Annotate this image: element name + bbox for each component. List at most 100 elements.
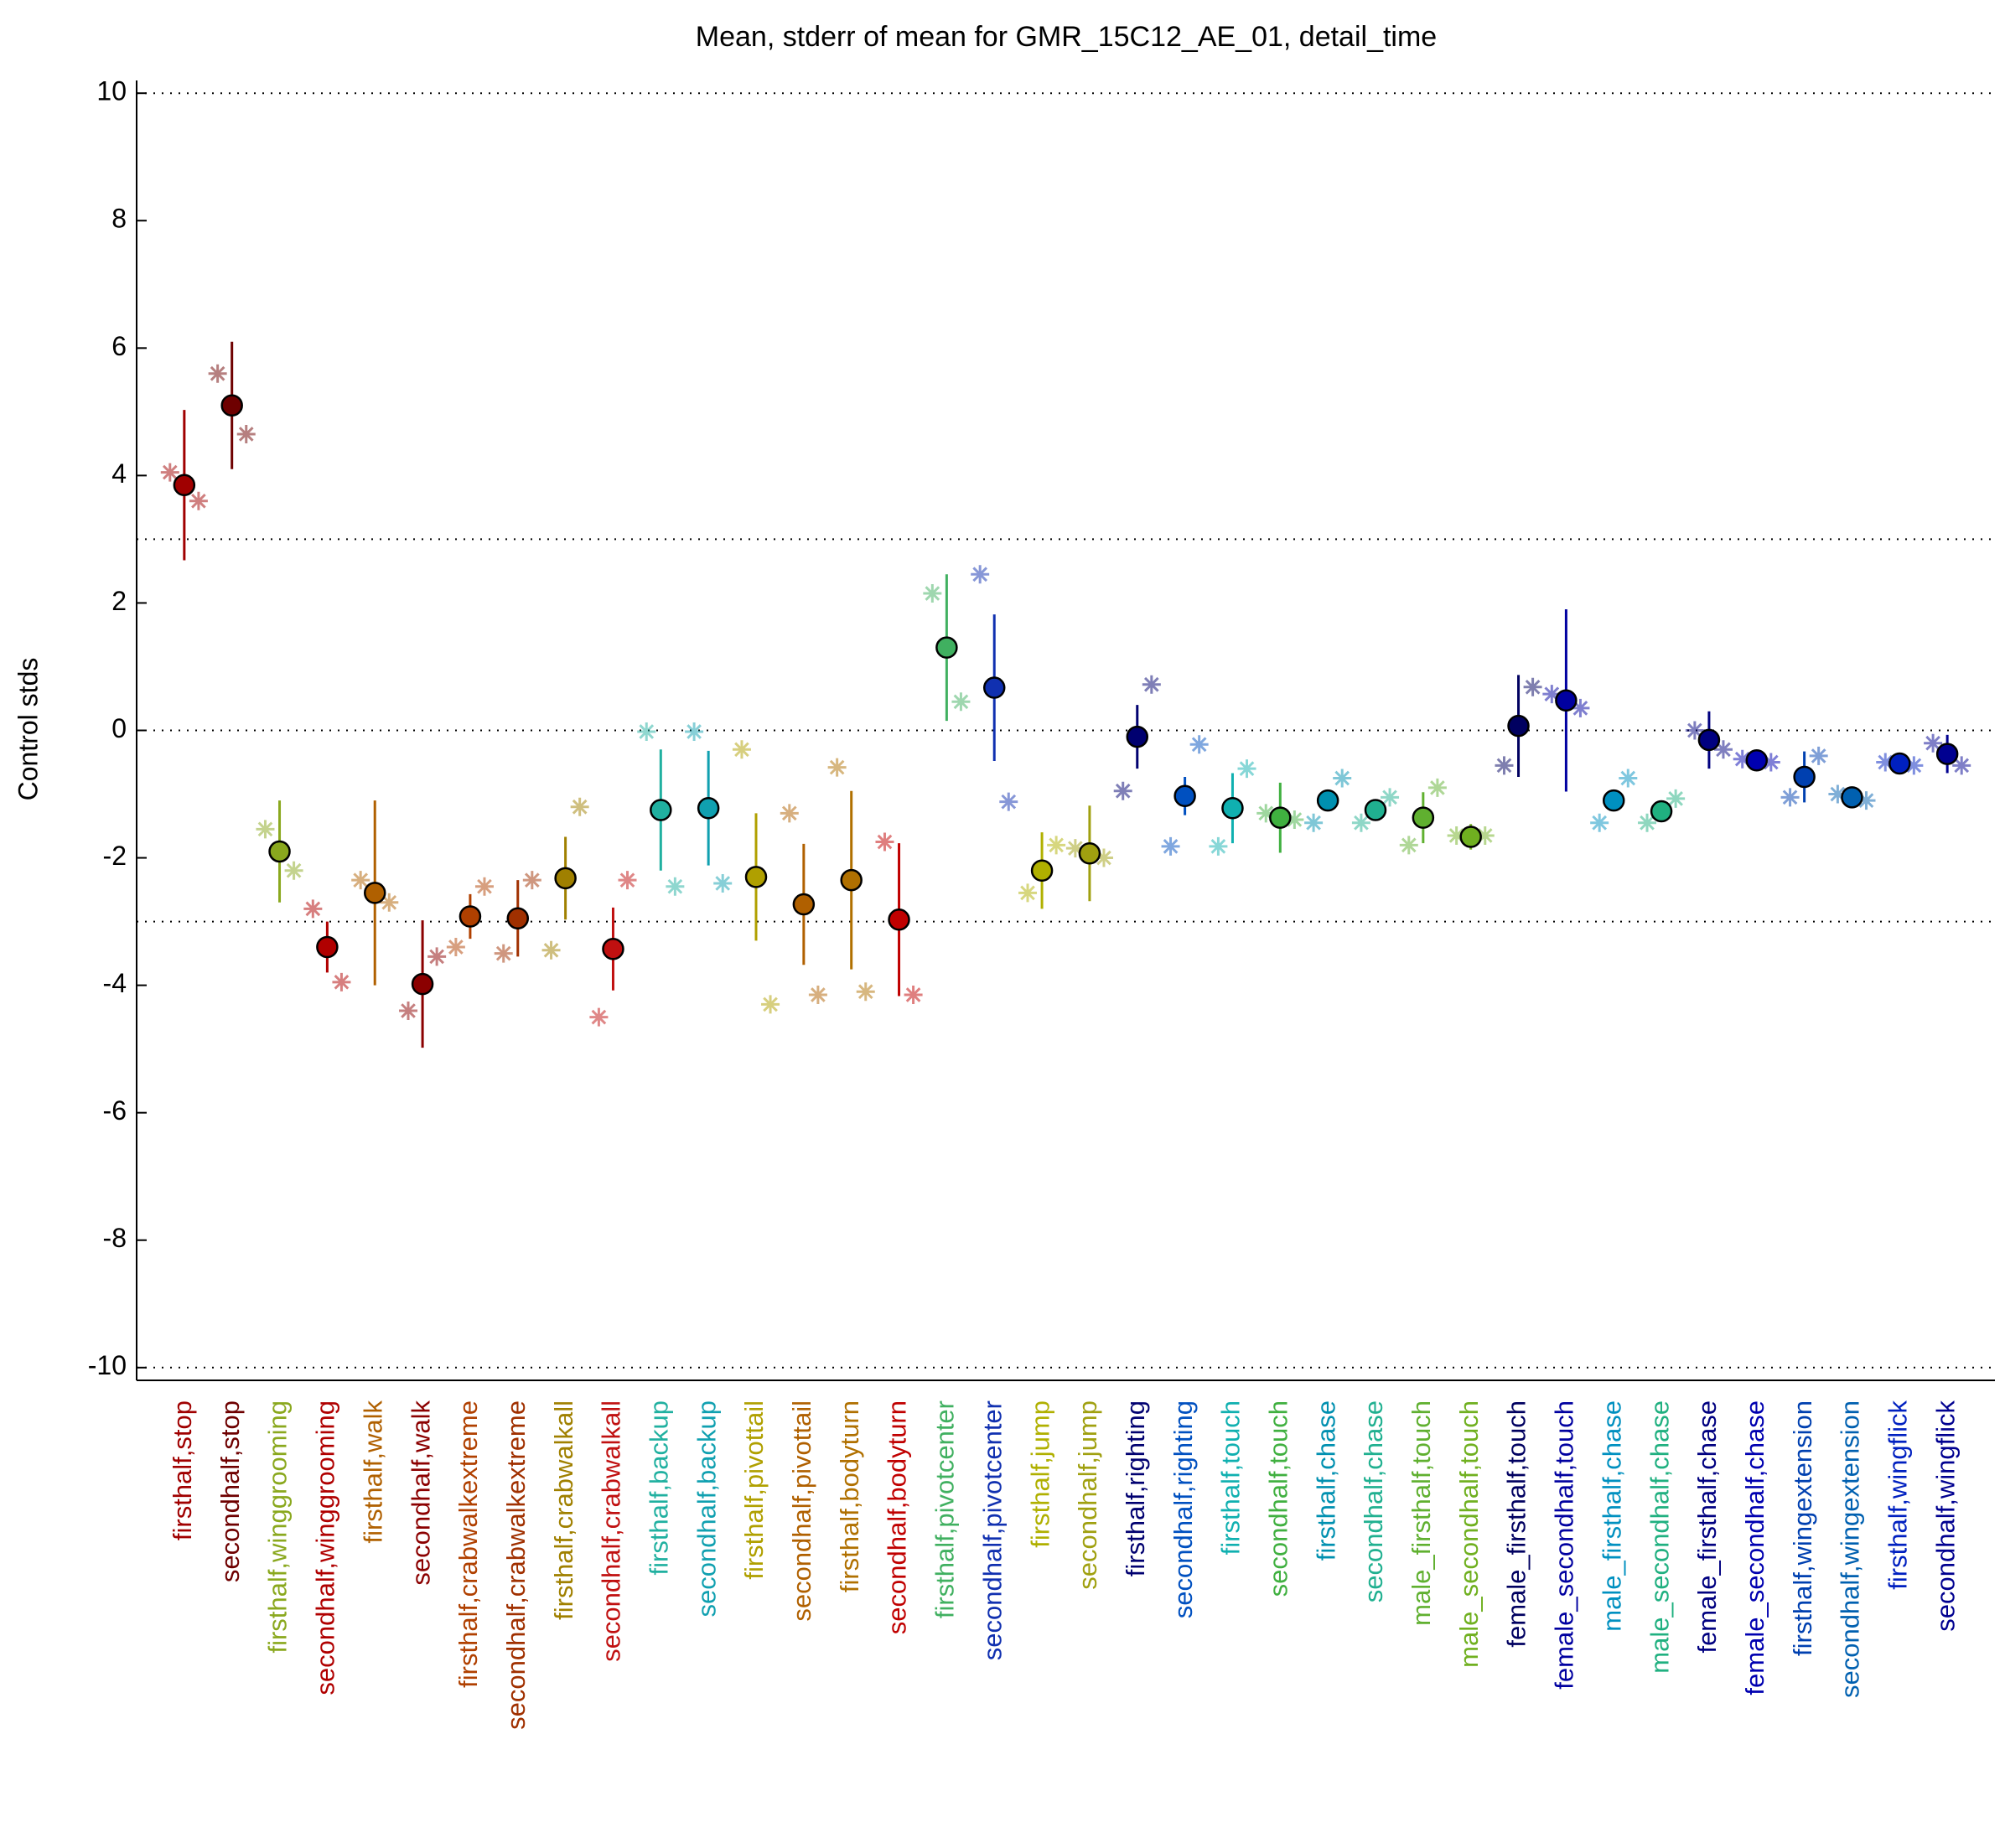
star-marker <box>1381 788 1400 807</box>
x-tick-label: secondhalf,winggrooming <box>311 1400 340 1695</box>
star-marker <box>904 986 923 1005</box>
y-axis-label: Control stds <box>13 658 43 801</box>
mean-marker <box>268 840 291 863</box>
x-tick-label: firsthalf,touch <box>1216 1400 1246 1555</box>
mean-marker <box>888 908 910 931</box>
star-marker <box>618 871 637 890</box>
star-marker <box>1685 721 1704 740</box>
mean-marker <box>1888 752 1911 775</box>
x-tick-label: female_secondhalf,chase <box>1740 1400 1769 1695</box>
star-marker <box>1094 848 1113 867</box>
mean-marker <box>650 799 672 821</box>
star-marker <box>1523 677 1542 696</box>
mean-marker <box>1364 799 1387 821</box>
mean-marker <box>1555 689 1578 712</box>
star-marker <box>1733 749 1752 769</box>
mean-marker <box>1126 725 1149 748</box>
star-marker <box>1333 769 1352 788</box>
mean-marker <box>1078 841 1101 865</box>
x-tick-label: secondhalf,wingflick <box>1930 1400 1960 1632</box>
x-tick-label: firsthalf,pivottail <box>739 1400 769 1580</box>
star-marker <box>284 861 303 880</box>
y-tick-label: -6 <box>103 1095 127 1126</box>
x-tick-label: female_secondhalf,touch <box>1550 1400 1579 1690</box>
x-tick-label: male_secondhalf,touch <box>1454 1400 1484 1668</box>
x-tick-label: firsthalf,stop <box>168 1400 197 1540</box>
star-marker <box>303 899 323 919</box>
x-tick-label: firsthalf,walk <box>358 1400 387 1544</box>
star-marker <box>570 797 589 816</box>
star-marker <box>494 944 513 963</box>
star-marker <box>1619 769 1638 788</box>
star-marker <box>1952 756 1971 775</box>
mean-marker <box>744 866 768 888</box>
star-marker <box>732 740 751 759</box>
x-tick-label: secondhalf,stop <box>215 1400 245 1582</box>
x-tick-label: firsthalf,pivotcenter <box>930 1400 960 1618</box>
star-marker <box>1495 756 1514 775</box>
star-marker <box>856 982 875 1002</box>
star-marker <box>808 986 827 1005</box>
x-tick-label: secondhalf,walk <box>406 1400 435 1586</box>
x-tick-label: secondhalf,wingextension <box>1836 1400 1865 1698</box>
star-marker <box>1904 756 1924 775</box>
mean-marker <box>1602 789 1625 812</box>
y-tick-label: 6 <box>111 331 127 361</box>
star-marker <box>637 722 656 742</box>
x-tick-label: secondhalf,crabwalkextreme <box>501 1400 531 1730</box>
star-marker <box>1924 733 1943 753</box>
x-tick-label: firsthalf,jump <box>1025 1400 1054 1548</box>
star-marker <box>1065 839 1085 858</box>
x-tick-label: secondhalf,pivotcenter <box>977 1400 1007 1660</box>
x-tick-label: male_secondhalf,chase <box>1645 1400 1674 1674</box>
mean-marker <box>1316 789 1339 812</box>
mean-marker <box>411 972 434 996</box>
x-tick-label: secondhalf,backup <box>692 1400 721 1618</box>
star-marker <box>971 565 990 584</box>
chart-title: Mean, stderr of mean for GMR_15C12_AE_01… <box>696 21 1437 53</box>
mean-marker <box>1030 859 1054 883</box>
star-marker <box>1666 789 1686 808</box>
star-marker <box>236 424 256 443</box>
star-marker <box>827 758 847 777</box>
x-tick-label: firsthalf,chase <box>1311 1400 1340 1561</box>
x-tick-label: firsthalf,wingextension <box>1788 1400 1817 1656</box>
x-tick-label: secondhalf,touch <box>1263 1400 1293 1597</box>
mean-marker <box>1221 797 1244 820</box>
y-tick-label: -8 <box>103 1223 127 1253</box>
x-tick-label: firsthalf,bodyturn <box>835 1400 864 1592</box>
mean-marker <box>316 935 339 959</box>
y-tick-label: 4 <box>111 458 127 489</box>
star-marker <box>208 364 227 383</box>
mean-marker <box>1745 748 1769 772</box>
star-marker <box>332 972 351 991</box>
star-marker <box>1285 810 1304 829</box>
star-marker <box>1237 759 1256 779</box>
star-marker <box>160 463 179 482</box>
x-tick-label: firsthalf,wingflick <box>1883 1400 1912 1590</box>
star-marker <box>1638 813 1657 832</box>
star-marker <box>999 792 1018 811</box>
star-marker <box>1304 813 1324 832</box>
star-marker <box>522 871 541 890</box>
x-tick-label: secondhalf,pivottail <box>787 1400 816 1622</box>
star-marker <box>1809 746 1828 765</box>
x-tick-label: firsthalf,backup <box>644 1400 673 1576</box>
y-tick-label: -10 <box>88 1350 127 1380</box>
star-marker <box>589 1007 609 1027</box>
x-tick-label: male_firsthalf,touch <box>1407 1400 1436 1626</box>
x-tick-label: female_firsthalf,touch <box>1502 1400 1531 1648</box>
mean-marker <box>459 905 482 928</box>
star-marker <box>1780 788 1800 807</box>
star-marker <box>541 940 561 960</box>
mean-marker <box>363 882 386 904</box>
mean-marker <box>697 797 720 820</box>
star-marker <box>427 947 447 966</box>
star-marker <box>446 938 465 956</box>
star-marker <box>380 893 399 912</box>
mean-marker <box>554 867 577 890</box>
star-marker <box>1713 740 1733 759</box>
y-tick-label: 8 <box>111 204 127 234</box>
mean-marker <box>982 676 1006 699</box>
star-marker <box>875 832 894 852</box>
